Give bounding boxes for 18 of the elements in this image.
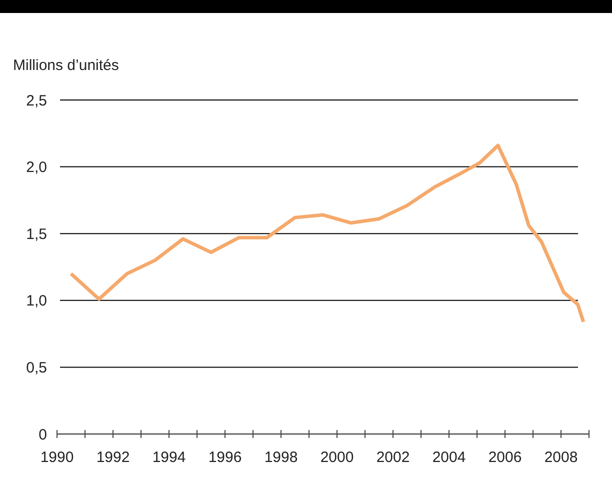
x-tick-label: 1994: [152, 449, 186, 466]
y-tick-label: 0: [38, 426, 47, 444]
x-tick-label: 1990: [40, 449, 74, 466]
x-tick-label: 1992: [96, 449, 130, 466]
y-tick-label: 0,5: [26, 359, 47, 376]
x-tick-label: 2000: [320, 449, 354, 466]
y-axis-title: Millions d’unités: [13, 57, 119, 74]
x-tick-label: 1996: [208, 449, 242, 466]
x-tick-label: 2008: [544, 449, 578, 466]
x-tick-label: 2006: [488, 449, 522, 466]
x-tick-label: 1998: [264, 449, 298, 466]
x-tick-label: 2002: [376, 449, 410, 466]
y-tick-label: 1,5: [26, 226, 47, 243]
y-tick-label: 2,0: [26, 159, 47, 176]
line-series: [69, 144, 586, 324]
x-tick-label: 2004: [432, 449, 466, 466]
y-tick-label: 2,5: [26, 92, 47, 110]
y-tick-label: 1,0: [26, 292, 47, 310]
